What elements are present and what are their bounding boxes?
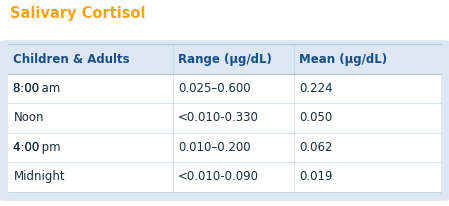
Text: 0.010–0.200: 0.010–0.200 bbox=[178, 141, 251, 154]
Text: Midnight: Midnight bbox=[13, 170, 65, 183]
Text: 8:00: 8:00 bbox=[13, 82, 40, 95]
Text: 8:00 am: 8:00 am bbox=[13, 82, 61, 95]
Text: Mean (μg/dL): Mean (μg/dL) bbox=[299, 53, 387, 66]
FancyBboxPatch shape bbox=[0, 40, 449, 201]
Text: 0.224: 0.224 bbox=[299, 82, 333, 95]
Text: Salivary Cortisol: Salivary Cortisol bbox=[10, 6, 145, 21]
Text: 4:00 pm: 4:00 pm bbox=[13, 141, 61, 154]
Text: <0.010-0.330: <0.010-0.330 bbox=[178, 111, 259, 124]
Bar bbox=[8, 44, 441, 74]
Bar bbox=[8, 133, 441, 162]
Text: <0.010-0.090: <0.010-0.090 bbox=[178, 170, 259, 183]
Bar bbox=[8, 103, 441, 133]
Text: 0.050: 0.050 bbox=[299, 111, 332, 124]
Text: Range (μg/dL): Range (μg/dL) bbox=[178, 53, 272, 66]
Text: 4:00: 4:00 bbox=[13, 141, 40, 154]
Text: 0.019: 0.019 bbox=[299, 170, 333, 183]
Text: 8:00: 8:00 bbox=[13, 82, 44, 95]
Bar bbox=[8, 74, 441, 103]
Bar bbox=[8, 162, 441, 192]
Text: 4:00: 4:00 bbox=[13, 141, 44, 154]
Text: Noon: Noon bbox=[13, 111, 44, 124]
Text: Children & Adults: Children & Adults bbox=[13, 53, 130, 66]
Text: 0.062: 0.062 bbox=[299, 141, 333, 154]
Text: 0.025–0.600: 0.025–0.600 bbox=[178, 82, 251, 95]
